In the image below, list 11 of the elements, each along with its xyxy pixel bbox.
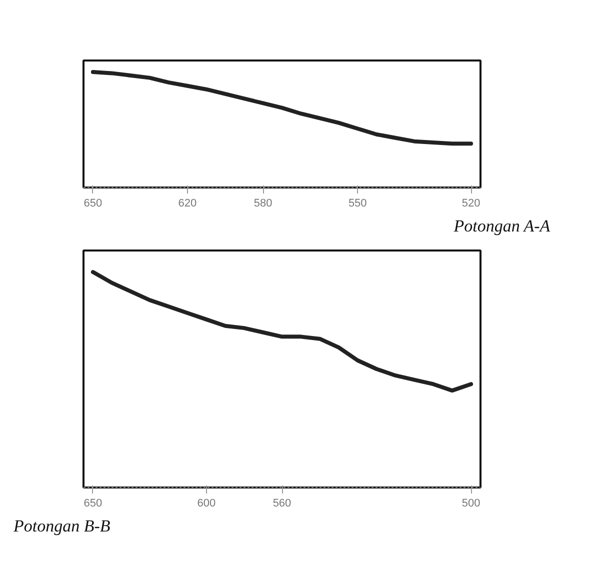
text: Potongan A-A (452, 216, 551, 236)
x-tick-label: 550 (348, 198, 367, 210)
x-tick-label: 650 (84, 198, 102, 210)
text: Potongan B-B (12, 516, 111, 536)
x-tick-label: 500 (462, 498, 480, 510)
x-tick-label: 650 (84, 498, 102, 510)
x-tick-label: 560 (272, 498, 292, 510)
x-tick-label: 520 (462, 198, 480, 210)
x-tick-label: 600 (197, 498, 216, 510)
x-tick-label: 620 (178, 198, 197, 210)
x-tick-label: 580 (254, 198, 272, 210)
